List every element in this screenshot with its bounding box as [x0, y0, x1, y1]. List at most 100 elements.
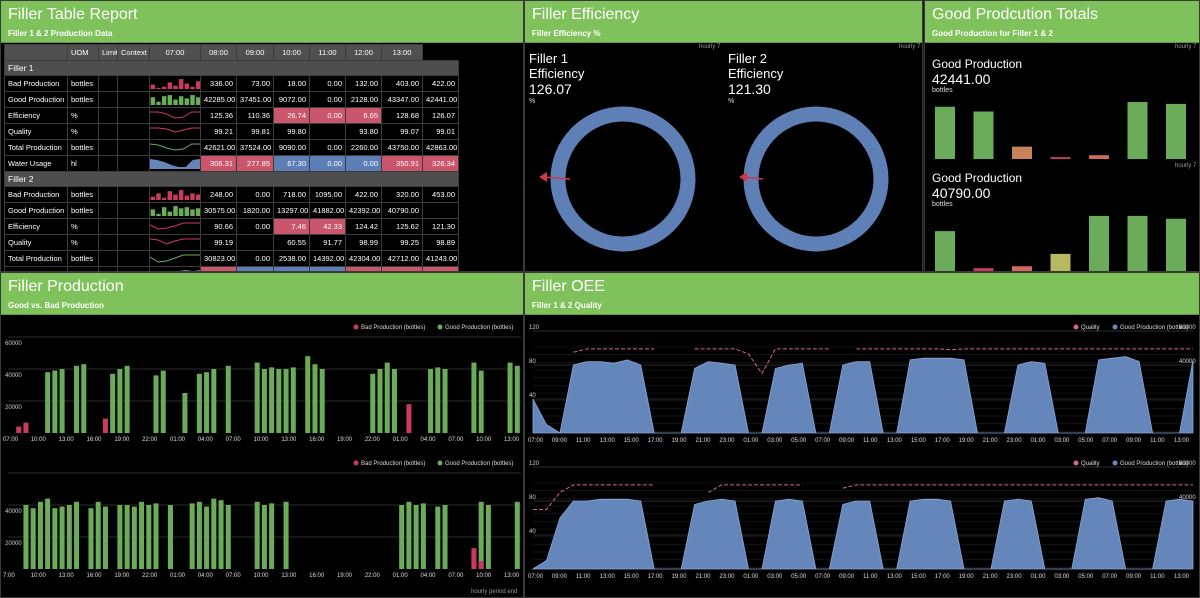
sparkline-cell: [149, 123, 201, 140]
good-bar: [485, 505, 491, 569]
value-cell: 60.55: [273, 234, 310, 251]
spark-line: [150, 254, 200, 263]
limit-cell: [98, 234, 118, 251]
value-cell: 718.00: [273, 186, 310, 203]
quality-line: [842, 484, 1193, 489]
column-header: 08:00: [200, 44, 237, 61]
panel-header: Good Prodcution Totals Good Production f…: [925, 1, 1199, 43]
good-bar: [290, 367, 296, 433]
legend-good-marker: [437, 460, 443, 466]
x-tick-label: 09:00: [839, 438, 855, 444]
x-tick-label: 07:00: [226, 437, 242, 443]
x-tick-label: 11:00: [1150, 574, 1165, 580]
value-cell: 125.62: [381, 218, 423, 235]
column-header: 11:00: [309, 44, 346, 61]
legend-bad-marker: [353, 324, 359, 330]
good-bar: [74, 501, 80, 569]
context-cell: [117, 202, 150, 219]
x-tick-label: 16:00: [87, 437, 103, 443]
value-cell: 99.81: [236, 123, 274, 140]
y-right-tick-label: 40000: [1179, 359, 1196, 365]
filler-table-panel: Filler Table Report Filler 1 & 2 Product…: [0, 0, 524, 272]
sparkline: [150, 254, 200, 263]
panel-title: Filler Production: [8, 278, 124, 295]
good-bar: [507, 362, 513, 433]
x-tick-label: 21:00: [983, 574, 999, 580]
good-bar: [124, 365, 130, 433]
oee-chart-filler2: 120 80 40 60000 40000 Quality Good Production …: [528, 460, 1196, 580]
value-cell: 90.66: [200, 218, 237, 235]
limit-cell: [98, 155, 118, 172]
x-tick-label: 04:00: [198, 437, 214, 443]
good-bar: [30, 508, 36, 569]
sparkline-cell: [149, 234, 201, 251]
value-cell: 277.85: [236, 155, 274, 172]
x-tick-label: 07:00: [226, 573, 242, 579]
totals-block-2: Good Production 40790.00 bottles: [932, 171, 1022, 208]
spark-bar: [184, 207, 190, 216]
column-header: 09:00: [236, 44, 274, 61]
efficiency-value: 121.30: [728, 81, 771, 97]
x-tick-label: 01:00: [393, 573, 409, 579]
value-cell: 43347.00: [381, 91, 423, 108]
x-tick-label: 19:00: [337, 573, 353, 579]
good-bar: [428, 369, 434, 433]
value-cell: 350.91: [381, 155, 423, 172]
spark-bar: [167, 95, 173, 105]
period-label: hourly 7: [1175, 44, 1197, 50]
value-cell: 13297.00: [273, 202, 310, 219]
good-bar: [254, 501, 260, 569]
row-label: Good Production: [4, 202, 68, 219]
legend-label: Good Production (bottles): [1120, 461, 1188, 467]
efficiency-gauges: [539, 106, 889, 252]
uom-cell: hl: [67, 155, 99, 172]
x-tick-label: 16:00: [309, 573, 325, 579]
spark-bar: [178, 79, 184, 89]
x-tick-label: 19:00: [672, 438, 688, 444]
good-bar: [52, 370, 58, 433]
spark-bar: [156, 87, 161, 89]
x-tick-label: 13:00: [59, 573, 75, 579]
quality-line: [533, 484, 655, 510]
x-tick-label: 13:00: [504, 437, 520, 443]
efficiency-unit: %: [529, 98, 536, 105]
x-tick-label: 22:00: [142, 573, 158, 579]
x-tick-label: 11:00: [576, 438, 591, 444]
x-tick-label: 13:00: [887, 438, 903, 444]
x-tick-label: 11:00: [576, 574, 591, 580]
good-bar: [384, 362, 390, 433]
x-tick-label: 13:00: [1174, 438, 1190, 444]
value-cell: 0.00: [236, 218, 274, 235]
x-tick-label: 09:00: [1126, 438, 1142, 444]
limit-cell: [98, 91, 118, 108]
value-cell: 42441.00: [422, 91, 459, 108]
spark-bar: [150, 209, 156, 216]
context-cell: [117, 123, 150, 140]
value-cell: 93.80: [345, 123, 382, 140]
production-area: [531, 497, 1194, 570]
value-cell: 422.00: [345, 186, 382, 203]
good-bar: [420, 503, 426, 569]
row-label: Bad Production: [4, 186, 68, 203]
spark-line: [150, 143, 200, 151]
value-cell: 42.33: [309, 218, 346, 235]
total-label: Good Production: [932, 57, 1023, 71]
x-tick-label: 22:00: [142, 437, 158, 443]
context-cell: [117, 218, 150, 235]
total-unit: bottles: [932, 201, 953, 208]
good-bar: [139, 501, 145, 569]
limit-cell: [98, 186, 118, 203]
total-bar: [1166, 103, 1186, 159]
value-cell: 403.00: [381, 75, 423, 92]
value-cell: [422, 202, 459, 219]
panel-subtitle: Good Production for Filler 1 & 2: [932, 29, 1053, 38]
value-cell: 309.42: [422, 266, 459, 271]
good-bar: [283, 369, 289, 433]
legend-quality-marker: [1073, 460, 1079, 466]
x-tick-label: 05:00: [791, 438, 807, 444]
sparkline: [150, 79, 200, 89]
panel-title: Filler OEE: [532, 278, 605, 295]
y-right-tick-label: 60000: [1179, 325, 1196, 331]
good-bar: [45, 498, 51, 569]
x-tick-label: 15:00: [911, 574, 927, 580]
